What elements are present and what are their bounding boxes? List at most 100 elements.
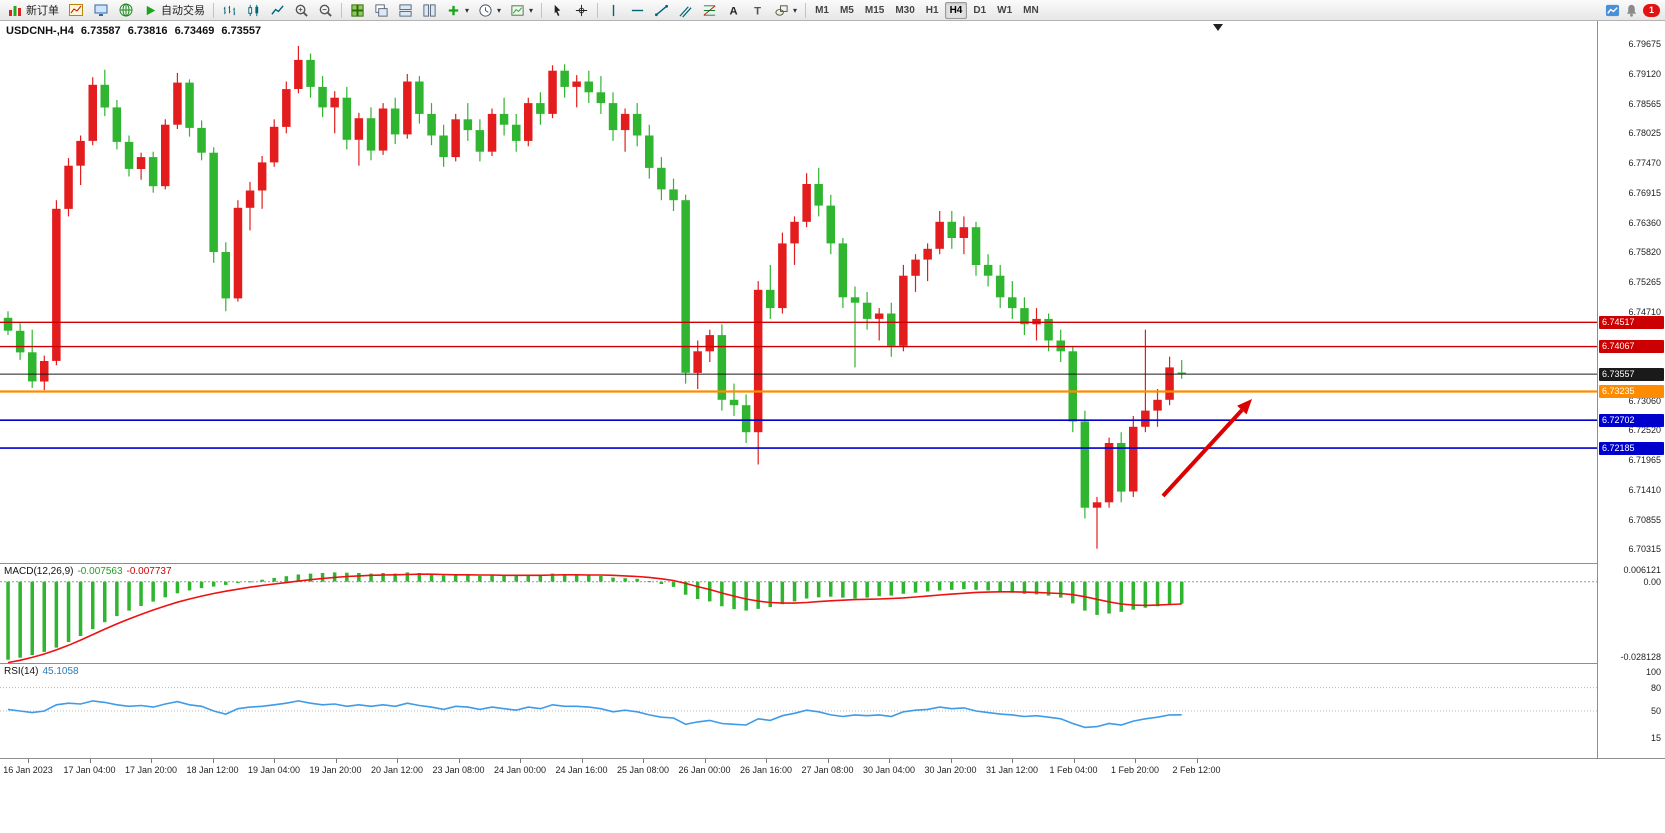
timeframe-button-h1[interactable]: H1	[921, 2, 944, 19]
terminal-button[interactable]	[89, 1, 113, 19]
time-axis-label: 19 Jan 04:00	[247, 765, 301, 775]
fibonacci-tool-button[interactable]	[698, 1, 721, 19]
shapes-tool-button[interactable]: ▾	[770, 1, 801, 19]
macd-plot[interactable]	[0, 564, 1597, 664]
chart-window-button[interactable]	[64, 1, 88, 19]
macd-axis-label: 0.006121	[1623, 565, 1661, 575]
zoom-in-button[interactable]	[290, 1, 313, 19]
time-axis-label: 2 Feb 12:00	[1172, 765, 1221, 775]
timeframe-button-m30[interactable]: M30	[890, 2, 919, 19]
open-value: 6.73587	[80, 25, 121, 37]
time-axis-label: 24 Jan 16:00	[555, 765, 608, 775]
tile-vertical-button[interactable]	[418, 1, 441, 19]
templates-button[interactable]: ▾	[506, 1, 537, 19]
macd-signal-value: -0.007737	[126, 566, 172, 577]
price-axis-label: 6.76915	[1628, 187, 1661, 198]
timeframe-button-m5[interactable]: M5	[835, 2, 859, 19]
chevron-down-icon: ▾	[497, 5, 502, 15]
cursor-button[interactable]	[546, 1, 569, 19]
channel-tool-button[interactable]	[674, 1, 697, 19]
price-axis[interactable]: 6.79675 6.79120 6.78565 6.78025 6.77470 6.769…	[1597, 21, 1665, 758]
cascade-windows-icon	[375, 3, 388, 17]
zoom-in-icon	[295, 4, 308, 17]
time-axis-label: 25 Jan 08:00	[616, 765, 670, 775]
symbol-period-label: USDCNH-,H4	[6, 25, 74, 37]
line-chart-icon	[271, 4, 284, 15]
time-axis-label: 26 Jan 16:00	[739, 765, 793, 775]
label-tool-button[interactable]: T	[746, 1, 769, 19]
terminal-icon	[94, 4, 108, 16]
macd-main-value: -0.007563	[77, 566, 123, 577]
price-badge: 6.72185	[1599, 441, 1664, 455]
time-axis-tick	[274, 759, 275, 763]
time-axis-tick	[704, 759, 706, 763]
price-axis-label: 6.74710	[1628, 306, 1661, 317]
price-axis-label: 6.79675	[1628, 39, 1661, 49]
price-axis-label: 6.79120	[1628, 69, 1661, 79]
trend-arrow-head	[1237, 399, 1252, 415]
time-axis-label: 30 Jan 04:00	[862, 765, 916, 775]
price-axis-label: 6.71965	[1628, 455, 1661, 465]
time-axis-tick	[581, 759, 583, 763]
vertical-line-tool-button[interactable]	[602, 1, 625, 19]
time-axis-tick	[827, 759, 829, 763]
bar-chart-icon	[223, 5, 236, 15]
time-axis-tick	[889, 759, 890, 763]
zoom-out-button[interactable]	[314, 1, 337, 19]
timeframe-button-w1[interactable]: W1	[992, 2, 1017, 19]
community-icon[interactable]	[1605, 3, 1620, 18]
history-center-button[interactable]	[114, 1, 138, 19]
macd-signal-line	[7, 573, 1182, 664]
zoom-out-icon	[319, 4, 332, 17]
time-axis-tick	[1135, 759, 1136, 763]
tile-horizontal-icon	[399, 3, 412, 17]
timeframe-button-mn[interactable]: MN	[1018, 2, 1044, 19]
bar-chart-mode-button[interactable]	[218, 1, 241, 19]
time-axis-label: 24 Jan 00:00	[493, 765, 547, 775]
timeframe-button-m1[interactable]: M1	[810, 2, 834, 19]
add-indicator-button[interactable]: ▾	[442, 1, 473, 19]
candlestick-chart[interactable]	[0, 21, 1597, 563]
rsi-label: RSI(14) 45.1058	[4, 666, 79, 677]
autotrading-button[interactable]: 自动交易	[139, 1, 209, 19]
price-badge: 6.74067	[1599, 340, 1664, 354]
clock-icon	[479, 3, 492, 17]
new-order-button[interactable]: 新订单	[3, 1, 63, 19]
tile-horizontal-button[interactable]	[394, 1, 417, 19]
toolbar-separator	[341, 2, 342, 18]
time-axis-tick	[1196, 759, 1198, 763]
trendline-tool-button[interactable]	[650, 1, 673, 19]
time-axis-tick	[335, 759, 337, 763]
tile-windows-icon	[351, 3, 364, 17]
text-tool-button[interactable]: A	[722, 1, 745, 19]
macd-axis-label: -0.028128	[1620, 652, 1661, 662]
macd-panel: MACD(12,26,9) -0.007563 -0.007737	[0, 563, 1597, 664]
timeframe-button-h4[interactable]: H4	[944, 1, 968, 19]
horizontal-line-tool-button[interactable]	[626, 1, 649, 19]
price-badge: 6.73235	[1599, 385, 1664, 398]
timeframe-button-d1[interactable]: D1	[968, 2, 991, 19]
notification-count-badge[interactable]: 1	[1643, 3, 1660, 17]
trend-arrow-annotation[interactable]	[1161, 408, 1244, 498]
vertical-line-icon	[612, 4, 615, 16]
new-order-label: 新订单	[26, 5, 59, 17]
timeframe-button-m15[interactable]: M15	[860, 2, 889, 19]
tile-windows-button[interactable]	[346, 1, 369, 19]
crosshair-icon	[575, 4, 588, 16]
chart-window-icon	[69, 4, 83, 16]
line-chart-mode-button[interactable]	[266, 1, 289, 19]
rsi-axis-label: 15	[1650, 733, 1661, 744]
cascade-windows-button[interactable]	[370, 1, 393, 19]
crosshair-button[interactable]	[570, 1, 593, 19]
price-badge: 6.73557	[1599, 367, 1664, 381]
time-axis-label: 1 Feb 04:00	[1049, 765, 1098, 775]
time-axis-label: 1 Feb 20:00	[1110, 765, 1160, 775]
fibonacci-icon	[703, 4, 716, 16]
alerts-icon[interactable]	[1624, 3, 1639, 18]
time-axis-tick	[151, 759, 152, 763]
time-axis[interactable]: 16 Jan 2023 17 Jan 04:00 17 Jan 20:00 18 Ja…	[0, 758, 1665, 780]
candlestick-mode-button[interactable]	[242, 1, 265, 19]
rsi-plot[interactable]	[0, 664, 1597, 758]
price-badge: 6.72702	[1599, 413, 1664, 427]
periods-button[interactable]: ▾	[474, 1, 505, 19]
